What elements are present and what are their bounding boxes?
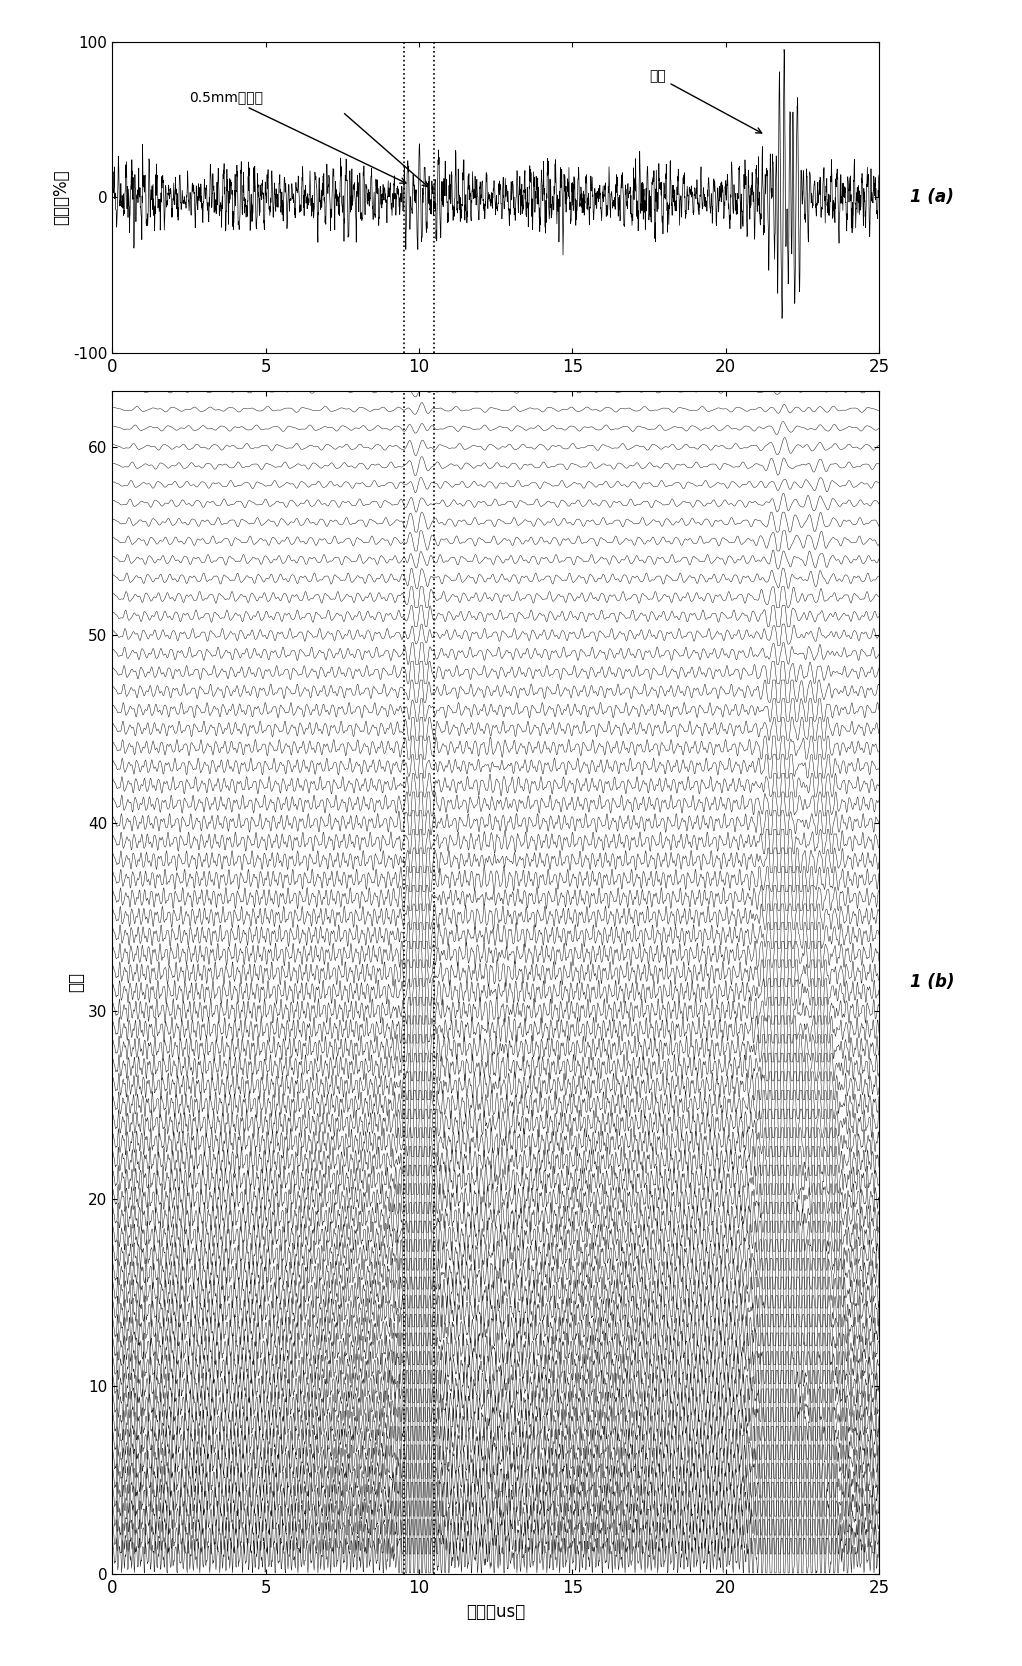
Y-axis label: 幅度（%）: 幅度（%） [52, 170, 71, 225]
Text: 0.5mm横通孔: 0.5mm横通孔 [189, 90, 406, 183]
Text: 1 (a): 1 (a) [910, 188, 954, 207]
Text: 1 (b): 1 (b) [910, 973, 955, 991]
X-axis label: 时间（us）: 时间（us） [466, 1603, 525, 1621]
Y-axis label: 尺度: 尺度 [67, 973, 86, 993]
Text: 底波: 底波 [649, 70, 761, 133]
